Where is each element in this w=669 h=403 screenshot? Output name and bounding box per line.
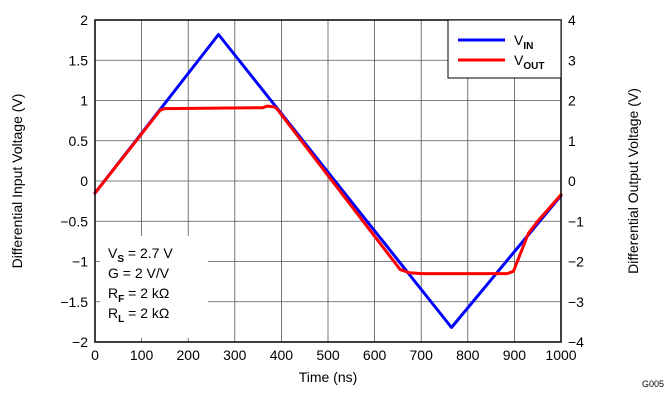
y-left-tick-label: 1 — [80, 93, 88, 109]
y-left-tick-label: −0.5 — [60, 213, 88, 229]
x-tick-label: 0 — [91, 347, 99, 363]
x-tick-label: 700 — [410, 347, 434, 363]
y-left-tick-label: 1.5 — [69, 52, 89, 68]
legend-label: VOUT — [514, 52, 544, 72]
x-tick-label: 900 — [503, 347, 527, 363]
y-right-tick-label: 3 — [568, 52, 576, 68]
right-tick-labels: 4 3 2 1 0 −1 −2 −3 −4 — [568, 12, 584, 350]
x-tick-label: 800 — [456, 347, 480, 363]
condition-line: RL = 2 kΩ — [108, 305, 169, 325]
y-left-tick-label: 0.5 — [69, 133, 89, 149]
x-tick-label: 500 — [316, 347, 340, 363]
y-right-tick-label: −4 — [568, 334, 584, 350]
x-tick-label: 100 — [130, 347, 154, 363]
plot-frame — [94, 19, 562, 343]
condition-line: RF = 2 kΩ — [108, 285, 169, 305]
figure-id: G005 — [642, 379, 664, 389]
conditions-background — [100, 236, 208, 338]
grid — [95, 20, 561, 342]
series-layer — [93, 33, 563, 329]
x-tick-label: 600 — [363, 347, 387, 363]
y-right-tick-label: −2 — [568, 254, 584, 270]
y-left-tick-label: −1.5 — [60, 294, 88, 310]
left-tick-labels: 2 1.5 1 0.5 0 −0.5 −1 −1.5 −2 — [60, 12, 88, 350]
y-left-axis-title: Differential Input Voltage (V) — [9, 94, 25, 269]
y-right-tick-label: 0 — [568, 173, 576, 189]
y-left-tick-label: 2 — [80, 12, 88, 28]
y-right-tick-label: 4 — [568, 12, 576, 28]
y-left-tick-label: −1 — [72, 254, 88, 270]
y-right-tick-label: 2 — [568, 93, 576, 109]
x-axis-title: Time (ns) — [299, 369, 358, 385]
y-right-tick-label: −3 — [568, 294, 584, 310]
condition-line: VS = 2.7 V — [108, 245, 173, 265]
x-tick-labels: 0 100 200 300 400 500 600 700 800 900 1000 — [91, 347, 577, 363]
legend-box — [447, 19, 562, 79]
y-left-tick-label: 0 — [80, 173, 88, 189]
series-line-out — [93, 104, 563, 276]
condition-line: G = 2 V/V — [108, 265, 170, 281]
x-tick-label: 200 — [177, 347, 201, 363]
y-right-tick-label: 1 — [568, 133, 576, 149]
x-tick-label: 400 — [270, 347, 294, 363]
x-tick-label: 300 — [223, 347, 247, 363]
y-left-tick-label: −2 — [72, 334, 88, 350]
y-right-axis-title: Differential Output Voltage (V) — [625, 88, 641, 274]
legend-label: VIN — [514, 32, 533, 52]
x-tick-label: 1000 — [545, 347, 576, 363]
y-right-tick-label: −1 — [568, 213, 584, 229]
